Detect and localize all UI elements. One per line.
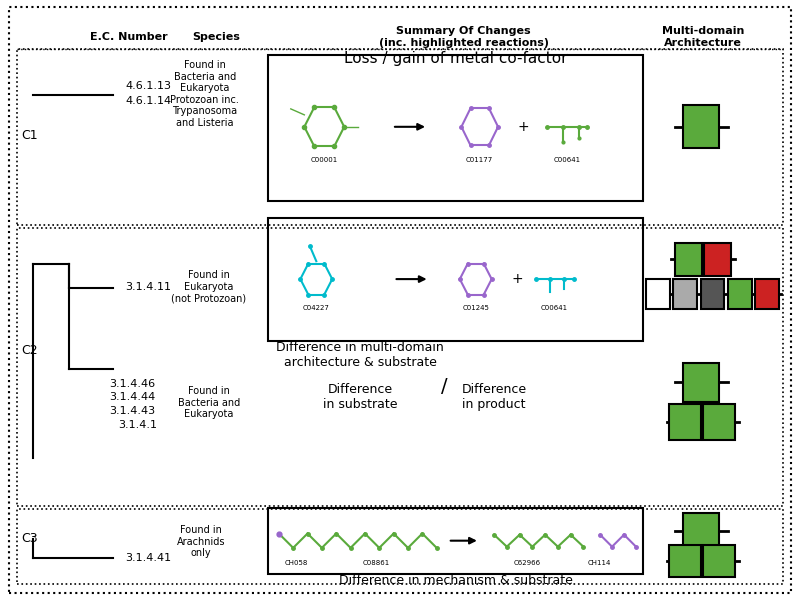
Text: C3: C3 [22, 532, 38, 545]
Text: C00641: C00641 [541, 305, 568, 311]
Text: C04227: C04227 [303, 305, 330, 311]
Text: Difference in mechanism & substrate: Difference in mechanism & substrate [339, 574, 573, 587]
Text: Summary Of Changes
(inc. highlighted reactions): Summary Of Changes (inc. highlighted rea… [378, 26, 549, 48]
Text: 3.1.4.43: 3.1.4.43 [109, 406, 155, 416]
Text: 3.1.4.41: 3.1.4.41 [125, 553, 171, 563]
Text: Loss / gain of metal co-factor: Loss / gain of metal co-factor [344, 50, 567, 65]
FancyBboxPatch shape [683, 106, 719, 148]
FancyBboxPatch shape [683, 363, 719, 402]
Text: Found in
Bacteria and
Eukaryota: Found in Bacteria and Eukaryota [178, 386, 240, 419]
FancyBboxPatch shape [269, 508, 643, 574]
FancyBboxPatch shape [674, 279, 698, 309]
FancyBboxPatch shape [269, 55, 643, 202]
FancyBboxPatch shape [670, 404, 702, 440]
Text: Difference
in product: Difference in product [462, 383, 526, 411]
FancyBboxPatch shape [670, 545, 702, 577]
Text: C62966: C62966 [514, 560, 541, 566]
Text: /: / [442, 377, 448, 396]
Text: C00641: C00641 [554, 157, 581, 163]
Text: C01245: C01245 [462, 305, 489, 311]
Text: CH058: CH058 [285, 560, 308, 566]
FancyBboxPatch shape [703, 545, 735, 577]
FancyBboxPatch shape [683, 513, 719, 549]
Text: Found in
Eukaryota
(not Protozoan): Found in Eukaryota (not Protozoan) [171, 270, 246, 304]
FancyBboxPatch shape [728, 279, 751, 309]
Text: +: + [511, 272, 523, 286]
FancyBboxPatch shape [675, 243, 702, 276]
Text: Found in
Arachnids
only: Found in Arachnids only [177, 525, 225, 559]
FancyBboxPatch shape [703, 404, 735, 440]
Text: 4.6.1.14: 4.6.1.14 [125, 96, 171, 106]
Text: C2: C2 [22, 344, 38, 357]
Text: +: + [518, 120, 530, 134]
Text: 4.6.1.13: 4.6.1.13 [125, 81, 171, 91]
Text: C08861: C08861 [362, 560, 390, 566]
Text: Difference in multi-domain
architecture & substrate: Difference in multi-domain architecture … [276, 341, 444, 369]
Text: C00001: C00001 [310, 157, 338, 163]
Text: 3.1.4.11: 3.1.4.11 [125, 282, 171, 292]
Text: C01177: C01177 [466, 157, 494, 163]
FancyBboxPatch shape [704, 243, 731, 276]
Text: Species: Species [193, 32, 241, 42]
Text: Found in
Bacteria and
Eukaryota
Protozoan inc.
Trypanosoma
and Listeria: Found in Bacteria and Eukaryota Protozoa… [170, 60, 239, 128]
Text: E.C. Number: E.C. Number [90, 32, 168, 42]
FancyBboxPatch shape [701, 279, 725, 309]
Text: Difference
in substrate: Difference in substrate [323, 383, 398, 411]
Text: CH114: CH114 [588, 560, 611, 566]
FancyBboxPatch shape [646, 279, 670, 309]
Text: 3.1.4.44: 3.1.4.44 [109, 392, 155, 403]
Text: C1: C1 [22, 129, 38, 142]
Text: 3.1.4.1: 3.1.4.1 [118, 420, 158, 430]
Text: 3.1.4.46: 3.1.4.46 [109, 379, 155, 389]
FancyBboxPatch shape [269, 218, 643, 341]
Text: Multi-domain
Architecture: Multi-domain Architecture [662, 26, 744, 48]
FancyBboxPatch shape [754, 279, 778, 309]
